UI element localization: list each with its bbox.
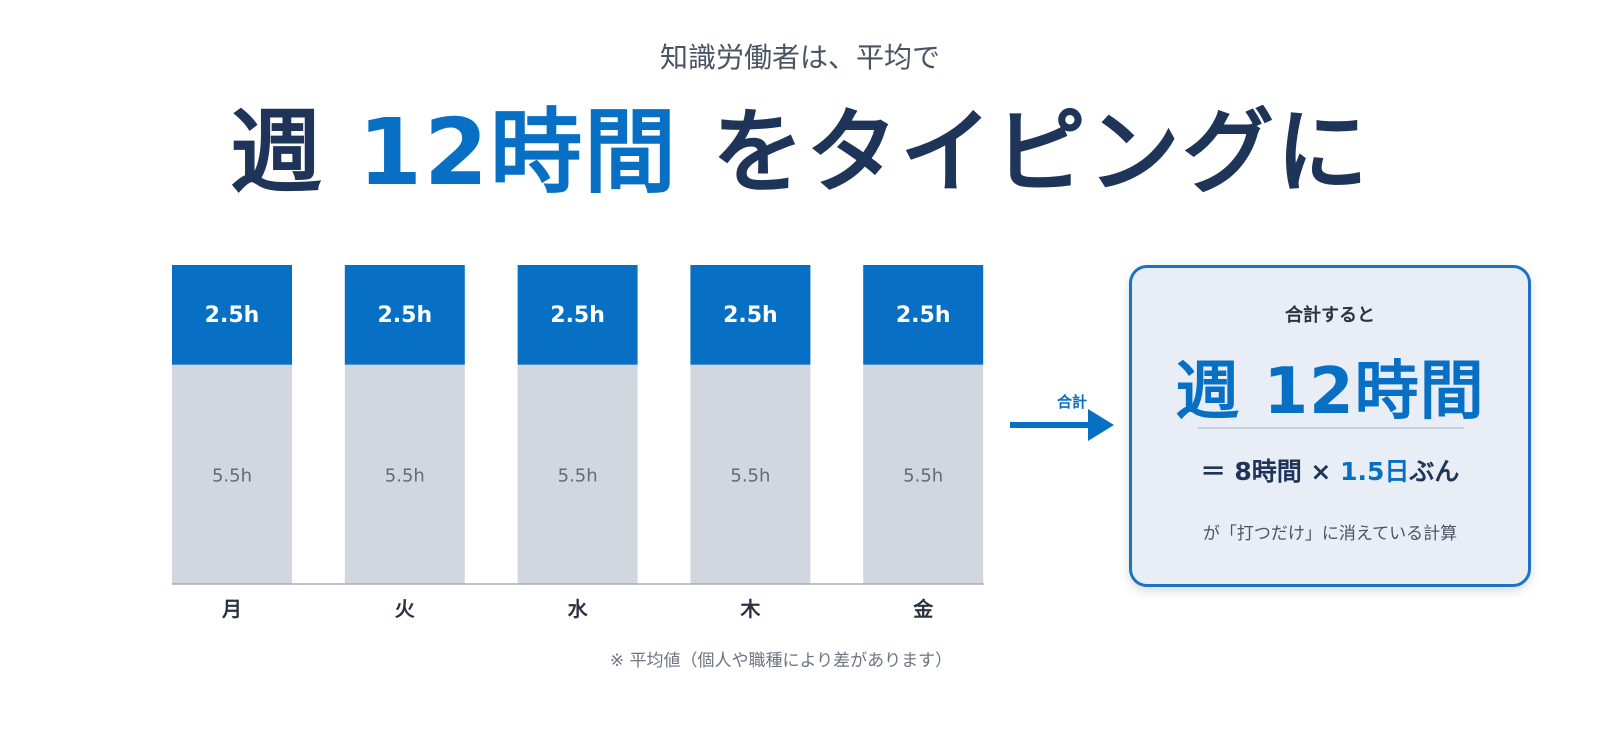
- headline-suffix: をタイピングに: [712, 99, 1371, 206]
- bar-value-label-base-2: 5.5h: [558, 465, 598, 486]
- summary-caption: 合計すると: [1285, 305, 1375, 326]
- bar-segment-typing-3: [690, 265, 811, 365]
- bars-group: 5.5h 2.5h 月 5.5h 2.5h 火 5.5h 2.5h 水 5.5h 2.5h 木 5.5h…: [172, 265, 984, 621]
- x-tick-label-1: 火: [395, 597, 416, 621]
- bar-segment-base-1: [344, 364, 465, 584]
- bar-segment-base-3: [690, 364, 811, 584]
- bar-value-label-base-0: 5.5h: [212, 465, 252, 486]
- bar-segment-typing-0: [172, 265, 292, 365]
- formula-suffix: ぶん: [1409, 457, 1460, 486]
- bar-value-label-typing-4: 2.5h: [896, 303, 951, 328]
- bar-value-label-typing-3: 2.5h: [723, 303, 778, 328]
- arrow-label: 合計: [1056, 393, 1087, 411]
- bar-value-label-typing-1: 2.5h: [377, 303, 432, 328]
- summary-divider: [1198, 427, 1464, 429]
- bar-segment-base-0: [172, 364, 292, 584]
- x-tick-label-0: 月: [221, 597, 242, 621]
- formula-accent: 1.5日: [1340, 457, 1410, 486]
- headline: 週 12時間 をタイピングに: [0, 102, 1600, 203]
- bar-value-label-base-4: 5.5h: [903, 465, 943, 486]
- bar-segment-typing-4: [863, 265, 984, 365]
- bar-segment-typing-2: [517, 265, 638, 365]
- arrow-icon: [1010, 409, 1114, 441]
- bar-segment-base-2: [517, 364, 638, 584]
- x-tick-label-4: 金: [912, 597, 934, 621]
- x-tick-label-3: 木: [739, 597, 761, 621]
- bar-value-label-typing-2: 2.5h: [550, 303, 605, 328]
- headline-accent: 12時間: [357, 99, 679, 206]
- bar-segment-base-4: [863, 364, 984, 584]
- formula-prefix: ＝ 8時間 ×: [1200, 457, 1332, 486]
- summary-total: 週 12時間: [1175, 355, 1485, 429]
- subtitle: 知識労働者は、平均で: [659, 41, 940, 74]
- summary-formula: ＝ 8時間 × 1.5日ぶん: [1132, 452, 1528, 488]
- headline-prefix: 週: [229, 99, 324, 206]
- summary-note: が「打つだけ」に消えている計算: [1202, 524, 1458, 544]
- bar-value-label-base-3: 5.5h: [730, 465, 770, 486]
- bar-segment-typing-1: [344, 265, 465, 365]
- footnote: ※ 平均値（個人や職種により差があります）: [609, 651, 953, 671]
- x-tick-label-2: 水: [568, 597, 589, 621]
- bar-value-label-typing-0: 2.5h: [205, 303, 260, 328]
- summary-card: 合計すると 週 12時間 ＝ 8時間 × 1.5日ぶん が「打つだけ」に消えてい…: [1129, 265, 1531, 587]
- bar-value-label-base-1: 5.5h: [385, 465, 425, 486]
